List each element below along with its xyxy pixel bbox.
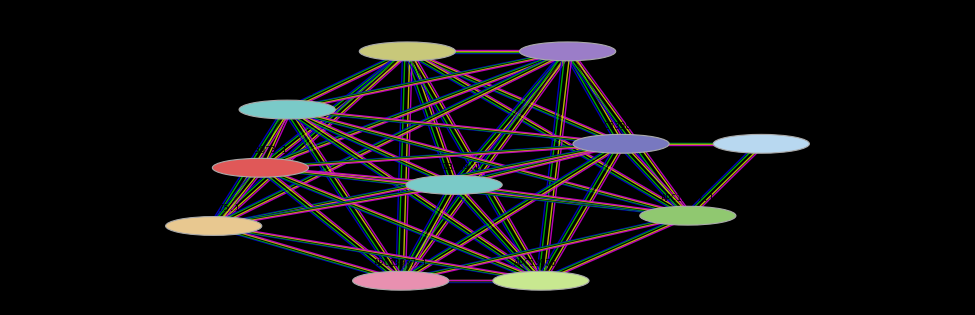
Ellipse shape: [573, 135, 669, 153]
Text: APC13988.1: APC13988.1: [594, 122, 648, 131]
Ellipse shape: [359, 42, 455, 61]
Text: APC13976.1: APC13976.1: [514, 259, 567, 268]
Text: APC13973.1: APC13973.1: [234, 146, 288, 155]
Ellipse shape: [239, 100, 335, 119]
Ellipse shape: [166, 217, 261, 235]
Ellipse shape: [406, 175, 502, 194]
Ellipse shape: [714, 135, 809, 153]
Text: APC13977.1: APC13977.1: [373, 259, 428, 268]
Text: APC13974.1: APC13974.1: [380, 30, 434, 38]
Ellipse shape: [353, 271, 448, 290]
Text: APC11839.1: APC11839.1: [734, 122, 788, 131]
Ellipse shape: [520, 42, 616, 61]
Text: APC13996.1: APC13996.1: [541, 30, 595, 38]
Text: APC13975.1: APC13975.1: [187, 204, 241, 213]
Text: APC13989.1: APC13989.1: [427, 163, 481, 172]
Ellipse shape: [213, 158, 308, 177]
Text: APC13985.1: APC13985.1: [260, 88, 314, 97]
Ellipse shape: [492, 271, 589, 290]
Ellipse shape: [640, 206, 736, 225]
Text: APC13997.1: APC13997.1: [661, 194, 715, 203]
